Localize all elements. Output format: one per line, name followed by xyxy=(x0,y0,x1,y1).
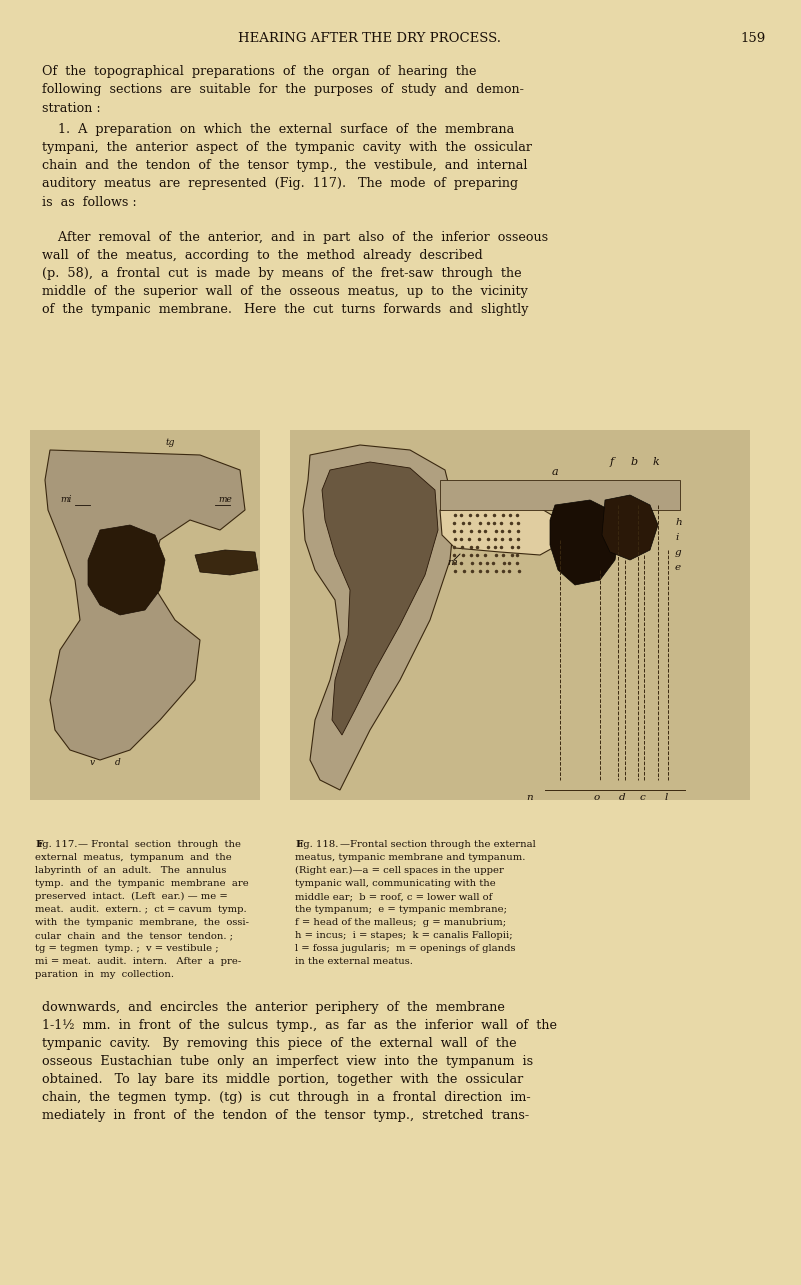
Text: obtained.   To  lay  bare  its  middle  portion,  together  with  the  ossicular: obtained. To lay bare its middle portion… xyxy=(42,1073,523,1087)
Text: paration  in  my  collection.: paration in my collection. xyxy=(35,970,174,979)
Text: tympanic wall, communicating with the: tympanic wall, communicating with the xyxy=(295,879,496,888)
FancyBboxPatch shape xyxy=(30,430,260,801)
Polygon shape xyxy=(45,450,245,759)
Text: n: n xyxy=(527,793,533,802)
Text: d: d xyxy=(618,793,626,802)
Text: a: a xyxy=(552,466,558,477)
Text: stration :: stration : xyxy=(42,102,101,114)
Text: F: F xyxy=(35,840,42,849)
Text: me: me xyxy=(218,495,231,504)
FancyBboxPatch shape xyxy=(290,430,750,801)
Text: downwards,  and  encircles  the  anterior  periphery  of  the  membrane: downwards, and encircles the anterior pe… xyxy=(42,1001,505,1014)
Polygon shape xyxy=(602,495,658,560)
Text: d: d xyxy=(115,758,121,767)
Polygon shape xyxy=(88,526,165,616)
Text: is  as  follows :: is as follows : xyxy=(42,195,137,208)
Text: g: g xyxy=(675,547,682,556)
Text: (p.  58),  a  frontal  cut  is  made  by  means  of  the  fret-saw  through  the: (p. 58), a frontal cut is made by means … xyxy=(42,267,521,280)
Text: tympanic  cavity.   By  removing  this  piece  of  the  external  wall  of  the: tympanic cavity. By removing this piece … xyxy=(42,1037,517,1051)
Text: k: k xyxy=(653,457,659,466)
Text: mi = meat.  audit.  intern.   After  a  pre-: mi = meat. audit. intern. After a pre- xyxy=(35,957,241,966)
Text: cular  chain  and  the  tensor  tendon. ;: cular chain and the tensor tendon. ; xyxy=(35,932,233,941)
Text: — Frontal  section  through  the: — Frontal section through the xyxy=(78,840,241,849)
Text: v: v xyxy=(90,758,95,767)
Text: (Right ear.)—a = cell spaces in the upper: (Right ear.)—a = cell spaces in the uppe… xyxy=(295,866,504,875)
Text: After  removal  of  the  anterior,  and  in  part  also  of  the  inferior  osse: After removal of the anterior, and in pa… xyxy=(42,231,548,244)
Text: meat.  audit.  extern. ;  ct = cavum  tymp.: meat. audit. extern. ; ct = cavum tymp. xyxy=(35,905,247,914)
Text: h = incus;  i = stapes;  k = canalis Fallopii;: h = incus; i = stapes; k = canalis Fallo… xyxy=(295,932,513,941)
Text: auditory  meatus  are  represented  (Fig.  117).   The  mode  of  preparing: auditory meatus are represented (Fig. 11… xyxy=(42,177,518,190)
Text: 1-1½  mm.  in  front  of  the  sulcus  tymp.,  as  far  as  the  inferior  wall : 1-1½ mm. in front of the sulcus tymp., a… xyxy=(42,1019,557,1033)
Text: 159: 159 xyxy=(740,32,765,45)
Text: l = fossa jugularis;  m = openings of glands: l = fossa jugularis; m = openings of gla… xyxy=(295,944,516,953)
Text: h: h xyxy=(675,518,682,527)
Text: f = head of the malleus;  g = manubrium;: f = head of the malleus; g = manubrium; xyxy=(295,917,506,926)
Text: ig. 118.: ig. 118. xyxy=(300,840,338,849)
Text: osseous  Eustachian  tube  only  an  imperfect  view  into  the  tympanum  is: osseous Eustachian tube only an imperfec… xyxy=(42,1055,533,1069)
Text: tg = tegmen  tymp. ;  v = vestibule ;: tg = tegmen tymp. ; v = vestibule ; xyxy=(35,944,219,953)
Text: mediately  in  front  of  the  tendon  of  the  tensor  tymp.,  stretched  trans: mediately in front of the tendon of the … xyxy=(42,1109,529,1123)
Text: Of  the  topographical  preparations  of  the  organ  of  hearing  the: Of the topographical preparations of the… xyxy=(42,66,477,78)
Text: external  meatus,  tympanum  and  the: external meatus, tympanum and the xyxy=(35,853,231,862)
Text: preserved  intact.  (Left  ear.) — me =: preserved intact. (Left ear.) — me = xyxy=(35,892,227,901)
Text: chain,  the  tegmen  tymp.  (tg)  is  cut  through  in  a  frontal  direction  i: chain, the tegmen tymp. (tg) is cut thro… xyxy=(42,1091,530,1105)
Text: tg: tg xyxy=(165,438,175,447)
Text: meatus, tympanic membrane and tympanum.: meatus, tympanic membrane and tympanum. xyxy=(295,853,525,862)
Text: m: m xyxy=(447,558,457,567)
Text: —Frontal section through the external: —Frontal section through the external xyxy=(340,840,536,849)
Text: the tympanum;  e = tympanic membrane;: the tympanum; e = tympanic membrane; xyxy=(295,905,507,914)
Polygon shape xyxy=(550,500,620,585)
Text: wall  of  the  meatus,  according  to  the  method  already  described: wall of the meatus, according to the met… xyxy=(42,249,483,262)
Text: ig. 117.: ig. 117. xyxy=(39,840,78,849)
Text: of  the  tympanic  membrane.   Here  the  cut  turns  forwards  and  slightly: of the tympanic membrane. Here the cut t… xyxy=(42,303,529,316)
Text: o: o xyxy=(594,793,600,802)
Text: 1.  A  preparation  on  which  the  external  surface  of  the  membrana: 1. A preparation on which the external s… xyxy=(42,123,514,136)
Text: with  the  tympanic  membrane,  the  ossi-: with the tympanic membrane, the ossi- xyxy=(35,917,249,926)
Text: l: l xyxy=(664,793,668,802)
Text: tymp.  and  the  tympanic  membrane  are: tymp. and the tympanic membrane are xyxy=(35,879,249,888)
Text: middle  of  the  superior  wall  of  the  osseous  meatus,  up  to  the  vicinit: middle of the superior wall of the osseo… xyxy=(42,285,528,298)
Polygon shape xyxy=(303,445,455,790)
Text: middle ear;  b = roof, c = lower wall of: middle ear; b = roof, c = lower wall of xyxy=(295,892,493,901)
Text: tympani,  the  anterior  aspect  of  the  tympanic  cavity  with  the  ossicular: tympani, the anterior aspect of the tymp… xyxy=(42,141,532,154)
Polygon shape xyxy=(195,550,258,574)
Polygon shape xyxy=(322,463,438,735)
Text: b: b xyxy=(630,457,638,466)
Text: mi: mi xyxy=(60,495,71,504)
Text: labyrinth  of  an  adult.   The  annulus: labyrinth of an adult. The annulus xyxy=(35,866,227,875)
Text: HEARING AFTER THE DRY PROCESS.: HEARING AFTER THE DRY PROCESS. xyxy=(239,32,501,45)
Text: i: i xyxy=(675,533,678,542)
Text: e: e xyxy=(675,563,681,572)
Text: in the external meatus.: in the external meatus. xyxy=(295,957,413,966)
Polygon shape xyxy=(440,505,560,555)
Text: following  sections  are  suitable  for  the  purposes  of  study  and  demon-: following sections are suitable for the … xyxy=(42,84,524,96)
Text: f: f xyxy=(610,457,614,466)
Text: c: c xyxy=(639,793,645,802)
FancyBboxPatch shape xyxy=(440,481,680,510)
Text: chain  and  the  tendon  of  the  tensor  tymp.,  the  vestibule,  and  internal: chain and the tendon of the tensor tymp.… xyxy=(42,159,528,172)
Text: F: F xyxy=(295,840,302,849)
